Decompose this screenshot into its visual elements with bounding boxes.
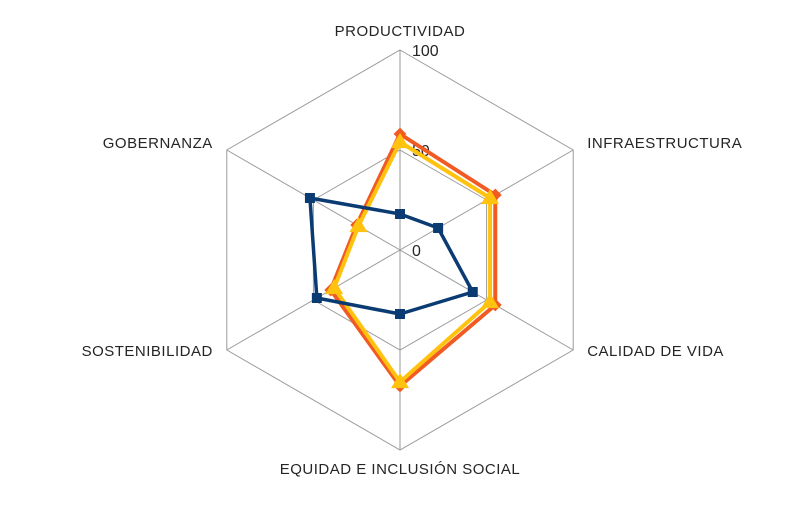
axis-label: INFRAESTRUCTURA: [587, 135, 742, 152]
tick-label: 0: [412, 243, 421, 260]
axis-label: EQUIDAD E INCLUSIÓN SOCIAL: [280, 461, 521, 478]
axis-label: GOBERNANZA: [103, 135, 213, 152]
axis-label: PRODUCTIVIDAD: [335, 23, 466, 40]
radar-chart: 050100PRODUCTIVIDADINFRAESTRUCTURACALIDA…: [0, 0, 800, 532]
axis-label: CALIDAD DE VIDA: [587, 343, 724, 360]
tick-label: 100: [412, 43, 439, 60]
axis-label: SOSTENIBILIDAD: [82, 343, 213, 360]
